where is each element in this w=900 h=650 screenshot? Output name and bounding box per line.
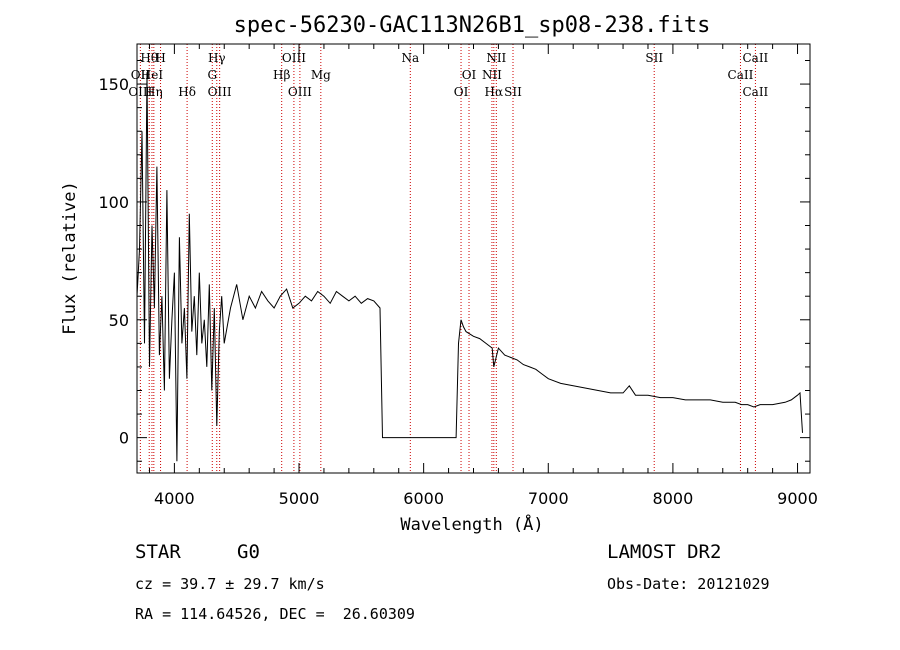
emission-line-markers <box>139 44 756 473</box>
y-tick-label: 0 <box>119 429 129 448</box>
line-label-5: NII <box>486 51 506 65</box>
line-label-21: OI <box>454 85 469 99</box>
line-label-1: H <box>155 51 165 65</box>
y-axis-label: Flux (relative) <box>60 181 80 335</box>
line-label-3: OIII <box>282 51 306 65</box>
line-label-4: Na <box>401 51 419 65</box>
line-label-10: G <box>207 68 217 82</box>
y-axis-ticks: 0 50 100 150 <box>98 60 810 462</box>
x-tick-label: 9000 <box>777 489 818 508</box>
x-axis-ticks: 4000 5000 6000 7000 8000 9000 <box>148 44 818 508</box>
line-label-0: Hθ <box>140 51 158 65</box>
line-label-17: Hη <box>145 85 163 99</box>
observation-date: Obs-Date: 20121029 <box>607 575 770 593</box>
coordinates: RA = 114.64526, DEC = 26.60309 <box>135 605 415 623</box>
y-tick-label: 50 <box>109 311 129 330</box>
line-label-14: NII <box>482 68 502 82</box>
chart-title: spec-56230-GAC113N26B1_sp08-238.fits <box>234 13 711 38</box>
line-label-9: HeI <box>141 68 164 82</box>
line-label-13: OI <box>462 68 477 82</box>
line-label-22: Hα <box>485 85 504 99</box>
survey-name: LAMOST DR2 <box>607 541 722 563</box>
x-axis-label: Wavelength (Å) <box>400 513 543 535</box>
line-label-8: OII <box>131 68 151 82</box>
x-tick-label: 5000 <box>279 489 320 508</box>
x-tick-label: 4000 <box>154 489 195 508</box>
plot-frame <box>136 43 811 474</box>
line-label-2: Hγ <box>208 51 226 65</box>
line-label-12: Mg <box>311 68 331 82</box>
redshift-info: cz = 39.7 ± 29.7 km/s <box>135 575 325 593</box>
line-label-23: SII <box>504 85 522 99</box>
spectrum-line <box>136 72 803 462</box>
x-tick-label: 7000 <box>528 489 569 508</box>
line-label-15: CaII <box>728 68 754 82</box>
line-label-7: CaII <box>742 51 768 65</box>
y-tick-label: 150 <box>98 75 129 94</box>
y-tick-label: 100 <box>98 193 129 212</box>
object-subclass: G0 <box>237 541 260 563</box>
x-tick-label: 6000 <box>403 489 444 508</box>
line-label-24: CaII <box>742 85 768 99</box>
x-tick-label: 8000 <box>653 489 694 508</box>
line-label-18: Hδ <box>178 85 196 99</box>
line-label-19: OIII <box>208 85 232 99</box>
line-label-20: OIII <box>288 85 312 99</box>
line-label-11: Hβ <box>273 68 290 82</box>
line-label-6: SII <box>645 51 663 65</box>
object-class: STAR <box>135 541 181 563</box>
